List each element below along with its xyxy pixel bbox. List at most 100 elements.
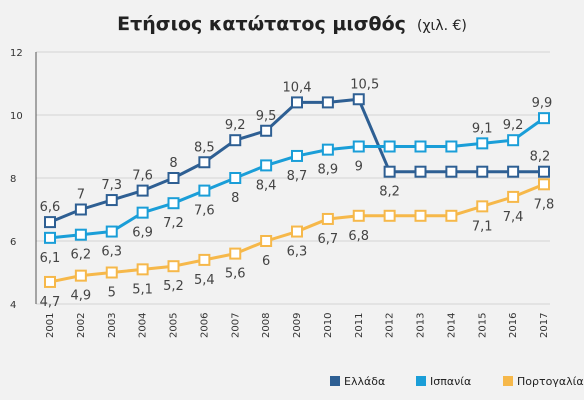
x-tick-label: 2011 [354,313,365,338]
x-tick-label: 2007 [230,313,241,338]
data-point [198,156,211,169]
data-point [260,235,273,247]
x-tick-label: 2002 [76,313,87,338]
data-point [167,172,180,184]
y-tick-label: 10 [10,111,23,122]
data-point [507,165,520,178]
data-point [167,197,180,210]
x-tick-label: 2003 [107,313,118,338]
data-label: 9,5 [256,109,277,124]
x-tick-label: 2013 [416,313,427,338]
data-point [507,190,520,203]
data-label: 7,8 [534,197,555,212]
data-point [321,143,334,156]
data-point [476,165,489,178]
data-label: 6,3 [287,245,308,260]
data-label: 7,4 [503,210,524,225]
data-point [136,184,149,197]
x-tick-label: 2008 [261,313,272,338]
data-label: 8 [231,191,239,206]
data-point [136,263,149,276]
data-point [260,124,273,137]
x-tick-label: 2004 [138,313,149,338]
data-point [105,194,118,207]
data-point [383,209,396,222]
data-point [414,140,427,153]
data-point [74,228,87,241]
x-tick-label: 2001 [45,313,56,338]
data-label: 7 [77,188,85,203]
data-point [321,212,334,225]
data-point [414,209,427,222]
legend-label: Ισπανία [430,375,471,388]
data-label: 7,1 [472,219,493,234]
data-point [352,140,365,153]
data-label: 6,2 [71,248,92,263]
data-point [383,140,396,153]
data-label: 7,6 [132,169,153,184]
y-tick-label: 6 [10,237,16,248]
data-label: 9,2 [503,118,524,133]
data-point [445,165,458,178]
chart-title-main: Ετήσιος κατώτατος μισθός [117,13,406,35]
data-point [383,165,396,178]
data-label: 8,9 [318,163,339,178]
data-point [445,209,458,222]
data-point [291,96,303,109]
chart-title: Ετήσιος κατώτατος μισθός (χιλ. €) [117,13,467,35]
data-labels: 6,6 7 7,3 7,6 8 8,5 9,2 9,5 10,4 10,5 8,2 8,2 6,1 6,2… [40,77,555,310]
data-point [229,134,242,147]
data-label: 7,2 [163,216,184,231]
data-label: 4,7 [40,295,61,310]
data-point [538,112,550,125]
data-point [476,137,489,150]
data-point [538,178,550,191]
data-label: 6,7 [318,232,339,247]
y-tick-label: 8 [10,174,16,185]
data-point [507,134,520,147]
legend: Ελλάδα Ισπανία Πορτογαλία [330,375,584,388]
data-point [229,247,242,260]
data-point [105,266,118,279]
data-point [74,269,87,282]
legend-label: Ελλάδα [344,375,385,388]
y-tick-label: 12 [10,48,23,59]
x-tick-label: 2014 [446,313,457,338]
data-label: 7,3 [101,178,122,193]
data-label: 5,2 [163,279,184,294]
data-label: 9,9 [532,96,553,111]
x-tick-label: 2009 [292,313,303,338]
legend-label: Πορτογαλία [517,375,584,388]
data-label: 9,2 [225,118,246,133]
chart-title-unit: (χιλ. €) [417,18,467,34]
data-point [352,93,365,106]
data-label: 6,3 [101,245,122,260]
series-lines [44,93,550,288]
data-point [291,149,303,162]
x-tick-label: 2005 [169,313,180,338]
data-point [229,172,242,184]
data-point [321,96,334,109]
data-point [538,165,550,178]
data-label: 7,6 [194,204,215,219]
data-label: 6,9 [132,226,153,241]
data-point [198,184,211,197]
data-point [44,216,56,229]
data-point [136,206,149,219]
data-label: 6,1 [40,251,61,266]
x-tick-label: 2016 [508,313,519,338]
data-label: 9 [355,160,363,175]
data-point [167,260,180,273]
data-point [74,203,87,216]
data-label: 10,5 [350,77,379,92]
data-point [445,140,458,153]
data-label: 6,8 [348,229,369,244]
data-label: 10,4 [283,80,312,95]
x-tick-label: 2012 [385,313,396,338]
data-label: 6,6 [40,200,61,215]
y-tick-label: 4 [10,300,16,311]
data-label: 8 [169,156,177,171]
data-label: 5 [108,286,116,301]
x-tick-label: 2006 [199,313,210,338]
data-label: 4,9 [71,289,92,304]
